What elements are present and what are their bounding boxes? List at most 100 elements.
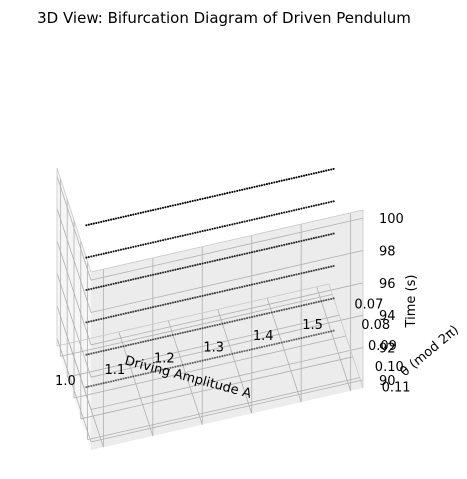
data-point bbox=[275, 213, 278, 216]
data-point bbox=[149, 371, 152, 374]
data-point bbox=[85, 224, 88, 227]
data-point bbox=[268, 344, 271, 347]
data-point bbox=[275, 342, 278, 345]
data-point bbox=[161, 336, 165, 339]
data-point bbox=[307, 238, 310, 241]
data-point bbox=[218, 290, 221, 293]
data-point bbox=[105, 316, 108, 319]
data-point bbox=[181, 202, 184, 205]
data-point bbox=[295, 176, 298, 179]
data-point bbox=[283, 179, 286, 182]
y-gridline bbox=[80, 356, 353, 420]
data-point bbox=[283, 276, 286, 279]
data-point bbox=[327, 266, 330, 269]
data-point bbox=[278, 244, 281, 248]
data-point bbox=[320, 203, 323, 206]
data-point bbox=[221, 290, 224, 293]
data-point bbox=[228, 320, 231, 324]
data-point bbox=[238, 254, 241, 257]
data-point bbox=[270, 246, 273, 249]
data-point bbox=[201, 197, 204, 200]
data-point bbox=[223, 289, 226, 292]
data-point bbox=[312, 237, 315, 240]
data-point bbox=[119, 216, 123, 219]
data-point bbox=[302, 206, 306, 210]
data-point bbox=[250, 283, 254, 286]
data-point bbox=[208, 357, 212, 360]
data-point bbox=[246, 284, 249, 287]
data-point bbox=[250, 251, 254, 254]
data-point bbox=[184, 331, 187, 334]
data-point bbox=[159, 207, 162, 210]
data-point bbox=[95, 351, 98, 354]
data-point bbox=[211, 324, 214, 328]
data-point bbox=[243, 252, 246, 255]
y-tick-label: 0.11 bbox=[382, 381, 411, 396]
data-point bbox=[248, 316, 251, 319]
data-point bbox=[300, 175, 303, 178]
data-point bbox=[119, 248, 123, 251]
data-point bbox=[305, 271, 308, 274]
data-point bbox=[290, 209, 293, 212]
data-point bbox=[241, 350, 244, 353]
data-point bbox=[231, 320, 234, 323]
data-point bbox=[174, 236, 177, 239]
data-point bbox=[327, 233, 330, 236]
data-point bbox=[322, 331, 325, 335]
data-point bbox=[206, 326, 209, 329]
data-point bbox=[280, 309, 283, 312]
data-point bbox=[95, 286, 98, 289]
data-point bbox=[166, 302, 170, 305]
data-point bbox=[85, 321, 88, 324]
data-point bbox=[152, 306, 155, 309]
data-point bbox=[315, 268, 318, 271]
z-tick-label: 98 bbox=[379, 245, 396, 260]
data-point bbox=[176, 300, 179, 303]
data-point bbox=[95, 221, 98, 225]
data-point bbox=[258, 217, 261, 220]
data-point bbox=[246, 252, 249, 255]
data-point bbox=[199, 198, 202, 201]
data-point bbox=[169, 334, 172, 337]
data-point bbox=[310, 302, 313, 305]
data-point bbox=[179, 364, 182, 367]
data-point bbox=[288, 339, 291, 342]
data-point bbox=[248, 219, 251, 222]
data-point bbox=[132, 310, 135, 313]
data-point bbox=[139, 341, 142, 344]
z-gridline bbox=[90, 379, 364, 443]
tick-labels: 1.0 1.1 1.2 1.3 1.4 1.5 0.07 0.08 0.09 0.10 0.1190… bbox=[55, 212, 410, 396]
data-point bbox=[243, 220, 246, 223]
data-point bbox=[174, 268, 177, 271]
data-point bbox=[268, 214, 271, 217]
data-point bbox=[186, 362, 189, 366]
data-point bbox=[320, 300, 323, 303]
z-gridline bbox=[56, 337, 92, 443]
data-point bbox=[201, 359, 204, 362]
data-point bbox=[320, 267, 323, 270]
data-point bbox=[248, 284, 251, 287]
data-point bbox=[270, 279, 273, 282]
data-point bbox=[288, 275, 291, 278]
data-point bbox=[208, 260, 212, 263]
data-point bbox=[223, 354, 226, 357]
data-point bbox=[248, 187, 251, 190]
data-point bbox=[243, 188, 246, 191]
data-points bbox=[85, 167, 335, 389]
data-point bbox=[231, 352, 234, 355]
data-point bbox=[129, 214, 132, 217]
data-point bbox=[92, 222, 95, 225]
z-tick-label: 92 bbox=[379, 342, 396, 357]
data-point bbox=[302, 174, 306, 177]
data-point bbox=[253, 315, 256, 318]
data-point bbox=[105, 349, 108, 352]
data-point bbox=[310, 334, 313, 337]
data-point bbox=[332, 167, 335, 170]
data-point bbox=[154, 273, 157, 276]
data-point bbox=[117, 346, 120, 349]
data-point bbox=[127, 214, 130, 217]
data-point bbox=[142, 275, 145, 279]
z-gridline bbox=[90, 347, 364, 410]
data-point bbox=[223, 192, 226, 195]
